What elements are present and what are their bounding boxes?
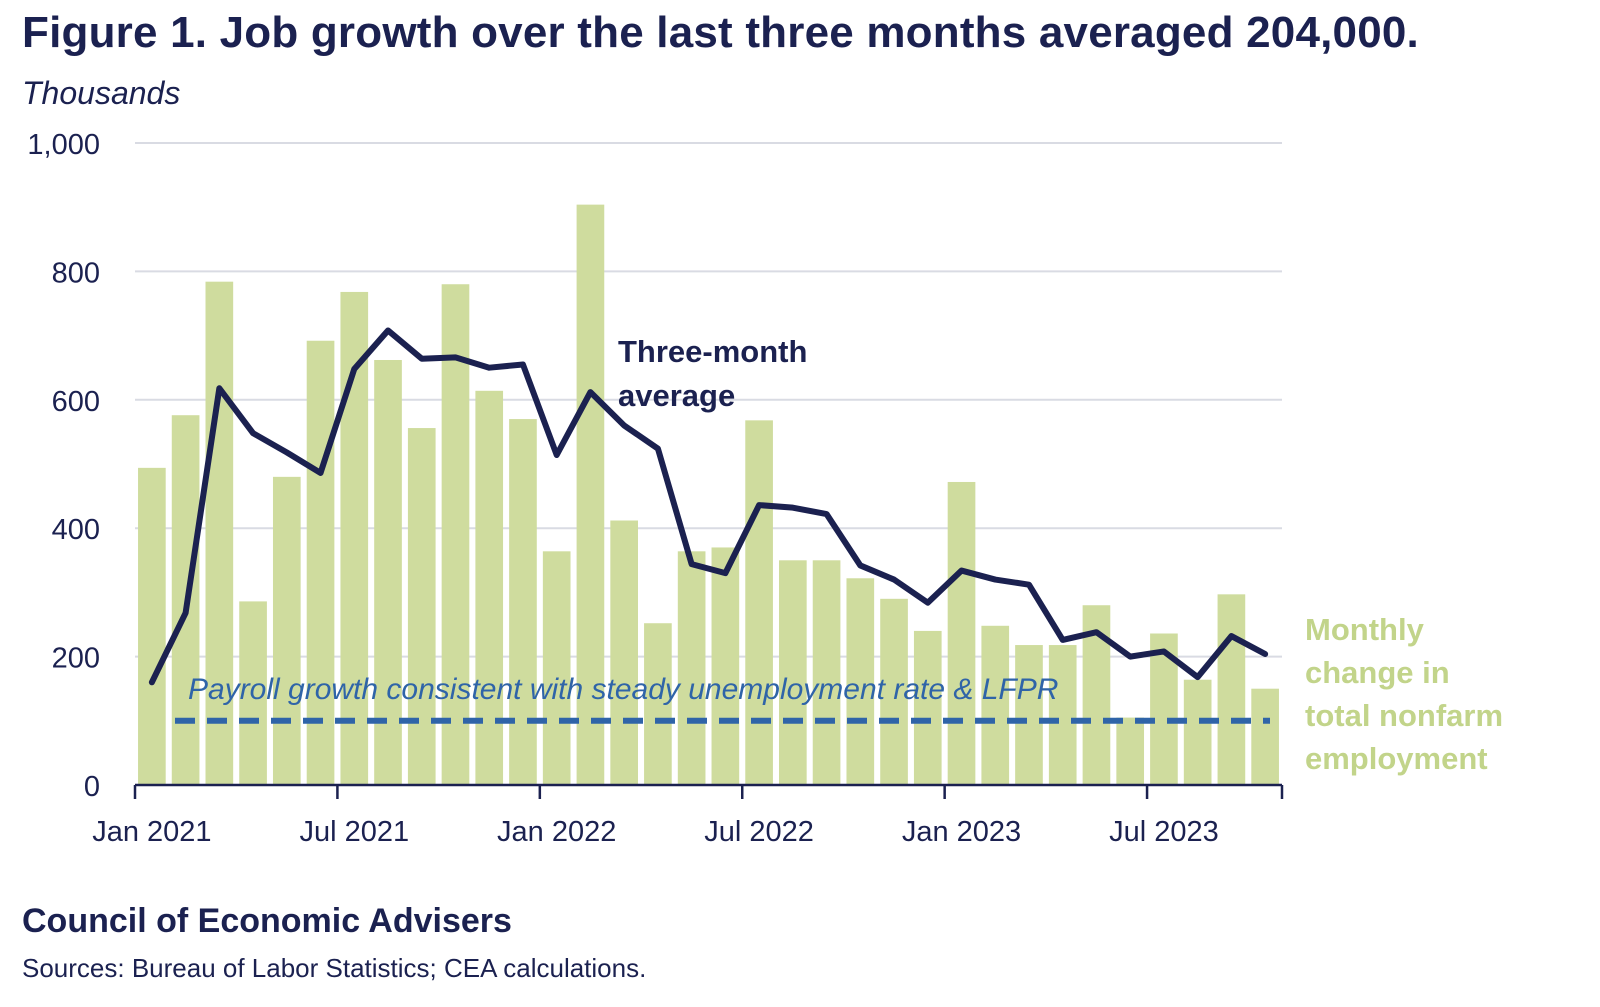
x-tick-label: Jan 2023 [902, 816, 1021, 848]
monthly-change-bar [1217, 594, 1246, 785]
y-tick-label: 400 [52, 514, 100, 546]
monthly-change-bar [610, 520, 638, 785]
monthly-change-bar [407, 428, 436, 785]
monthly-change-bar [677, 551, 706, 785]
monthly-change-bar [441, 284, 470, 785]
monthly-change-bar [306, 340, 335, 785]
reference-line-group: Payroll growth consistent with steady un… [175, 673, 1270, 724]
x-tick-label: Jul 2022 [704, 816, 814, 848]
monthly-change-bar [1251, 688, 1279, 785]
axes: 0 200 400 600 800 1,000 Jan 2021 Jul 2021 Jan 20… [27, 129, 1284, 848]
x-tick-label: Jul 2021 [299, 816, 409, 848]
three-month-average-group [148, 327, 1269, 686]
monthly-change-bar [138, 467, 166, 785]
monthly-change-label: total nonfarm [1305, 698, 1503, 733]
y-tick-label: 800 [52, 257, 100, 289]
monthly-change-bar [812, 560, 841, 785]
chart-title: Figure 1. Job growth over the last three… [22, 8, 1419, 57]
monthly-change-bar [711, 547, 740, 785]
monthly-change-label: employment [1305, 741, 1488, 776]
monthly-change-bar [475, 390, 504, 785]
monthly-change-bar [981, 625, 1010, 785]
y-axis-label: Thousands [22, 75, 180, 111]
monthly-change-bar [880, 598, 908, 785]
monthly-change-label: change in [1305, 655, 1450, 690]
three-month-average-label: average [618, 378, 735, 413]
y-tick-label: 600 [52, 386, 100, 418]
three-month-average-line [148, 327, 1269, 686]
monthly-change-bar [1183, 679, 1212, 785]
y-tick-label: 1,000 [27, 129, 100, 161]
job-growth-chart: Payroll growth consistent with steady un… [22, 75, 1503, 848]
monthly-change-bar [272, 476, 301, 785]
monthly-change-bar [1048, 645, 1077, 785]
monthly-change-bar [846, 578, 875, 785]
monthly-change-bar [239, 601, 267, 785]
source-note: Sources: Bureau of Labor Statistics; CEA… [22, 953, 647, 983]
monthly-change-label: Monthly [1305, 612, 1425, 647]
monthly-change-bar [947, 481, 976, 785]
monthly-change-bar [745, 420, 773, 785]
monthly-change-bar [1116, 717, 1145, 785]
x-tick-label: Jan 2022 [497, 816, 616, 848]
monthly-change-bar [509, 419, 537, 785]
x-tick-label: Jul 2023 [1109, 816, 1219, 848]
monthly-change-bar [1015, 645, 1043, 785]
monthly-change-bar [644, 623, 672, 785]
source-organization: Council of Economic Advisers [22, 902, 512, 940]
y-tick-label: 200 [52, 643, 100, 675]
monthly-change-bar [374, 359, 402, 785]
monthly-change-bar [576, 204, 605, 785]
monthly-change-bar [542, 551, 571, 785]
chart-labels: Thousands Three-month average Monthly change… [22, 75, 1503, 776]
reference-line-label: Payroll growth consistent with steady un… [188, 673, 1058, 706]
monthly-change-bar [779, 560, 807, 785]
x-tick-label: Jan 2021 [92, 816, 211, 848]
monthly-change-bar [913, 630, 942, 785]
monthly-change-bar [205, 281, 234, 785]
three-month-average-label: Three-month [618, 334, 807, 369]
y-tick-label: 0 [84, 771, 100, 803]
